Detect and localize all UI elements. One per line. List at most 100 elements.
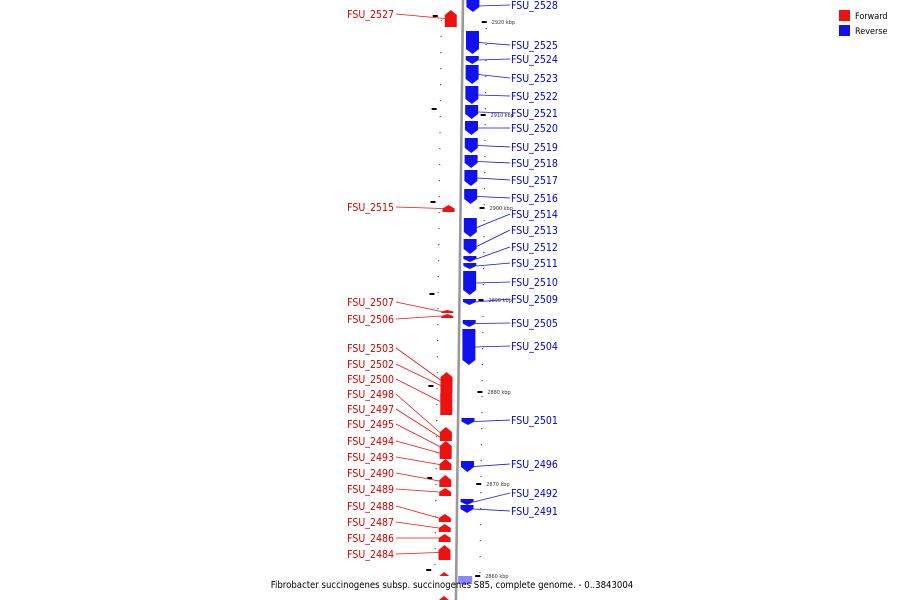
minor-tick (435, 452, 437, 454)
forward-gene-feature[interactable] (439, 447, 452, 459)
forward-gene-label[interactable]: FSU_2502 (347, 359, 394, 371)
reverse-gene-feature[interactable] (460, 499, 474, 505)
reverse-gene-label[interactable]: FSU_2516 (511, 193, 558, 205)
forward-gene-feature[interactable] (438, 596, 449, 600)
forward-gene-label[interactable]: FSU_2494 (347, 436, 394, 448)
reverse-gene-feature[interactable] (463, 218, 477, 237)
reverse-gene-feature[interactable] (464, 138, 478, 153)
reverse-gene-label[interactable]: FSU_2491 (511, 506, 558, 518)
reverse-gene-feature[interactable] (464, 155, 478, 168)
forward-gene-feature[interactable] (439, 459, 452, 470)
minor-tick (438, 196, 440, 198)
reverse-gene-label[interactable]: FSU_2509 (511, 294, 558, 306)
forward-gene-label[interactable]: FSU_2490 (347, 468, 394, 480)
reverse-gene-feature[interactable] (460, 461, 474, 472)
reverse-gene-label[interactable]: FSU_2522 (511, 91, 558, 103)
forward-gene-feature[interactable] (439, 572, 450, 576)
minor-tick (435, 500, 437, 502)
reverse-gene-label[interactable]: FSU_2524 (511, 54, 558, 66)
reverse-gene-feature[interactable] (461, 418, 475, 425)
forward-gene-label[interactable]: FSU_2488 (347, 501, 394, 513)
reverse-gene-label[interactable]: FSU_2492 (511, 488, 558, 500)
forward-gene-feature[interactable] (440, 378, 453, 393)
forward-gene-feature[interactable] (439, 475, 452, 487)
minor-tick (438, 212, 440, 214)
reverse-gene-feature[interactable] (463, 263, 477, 269)
reverse-gene-feature[interactable] (462, 320, 476, 327)
reverse-gene-label[interactable]: FSU_2496 (511, 459, 558, 471)
reverse-gene-label[interactable]: FSU_2505 (511, 318, 558, 330)
forward-gene-label[interactable]: FSU_2498 (347, 389, 394, 401)
reverse-gene-feature[interactable] (464, 121, 478, 135)
reverse-gene-label[interactable]: FSU_2519 (511, 142, 558, 154)
forward-gene-feature[interactable] (441, 314, 454, 318)
reverse-gene-label[interactable]: FSU_2520 (511, 123, 558, 135)
reverse-gene-label[interactable]: FSU_2504 (511, 341, 558, 353)
minor-tick (483, 220, 485, 222)
reverse-gene-label[interactable]: FSU_2511 (511, 258, 558, 270)
reverse-gene-label[interactable]: FSU_2510 (511, 277, 558, 289)
forward-gene-label[interactable]: FSU_2515 (347, 202, 394, 214)
forward-gene-label[interactable]: FSU_2495 (347, 419, 394, 431)
reverse-gene-label[interactable]: FSU_2513 (511, 225, 558, 237)
forward-gene-feature[interactable] (438, 524, 451, 532)
reverse-gene-label[interactable]: FSU_2517 (511, 175, 558, 187)
legend-reverse-swatch (839, 25, 850, 36)
scale-tick (426, 569, 432, 571)
forward-gene-feature[interactable] (442, 205, 455, 212)
reverse-gene-label[interactable]: FSU_2523 (511, 73, 558, 85)
reverse-gene-feature[interactable] (465, 31, 479, 54)
forward-gene-feature[interactable] (439, 433, 452, 441)
forward-gene-label[interactable]: FSU_2489 (347, 484, 394, 496)
minor-tick (436, 356, 438, 358)
minor-tick (435, 436, 438, 438)
forward-gene-label[interactable]: FSU_2503 (347, 343, 394, 355)
forward-gene-label[interactable]: FSU_2493 (347, 452, 394, 464)
forward-gene-label[interactable]: FSU_2484 (347, 549, 394, 561)
reverse-gene-feature[interactable] (460, 505, 474, 513)
forward-gene-label[interactable]: FSU_2487 (347, 517, 394, 529)
reverse-gene-label[interactable]: FSU_2521 (511, 108, 558, 120)
reverse-gene-label[interactable]: FSU_2525 (511, 40, 558, 52)
minor-tick (480, 444, 483, 446)
reverse-gene-label[interactable]: FSU_2501 (511, 415, 558, 427)
reverse-gene-feature[interactable] (466, 0, 480, 12)
reverse-gene-label[interactable]: FSU_2528 (511, 0, 558, 12)
forward-gene-label[interactable]: FSU_2497 (347, 404, 394, 416)
reverse-gene-feature[interactable] (463, 271, 477, 295)
reverse-gene-feature[interactable] (465, 86, 479, 104)
forward-gene-label[interactable]: FSU_2507 (347, 297, 394, 309)
forward-gene-leader (395, 472, 440, 482)
reverse-gene-feature[interactable] (465, 65, 479, 84)
forward-gene-label[interactable]: FSU_2486 (347, 533, 394, 545)
reverse-gene-label[interactable]: FSU_2512 (511, 242, 558, 254)
forward-gene-feature[interactable] (439, 441, 452, 452)
reverse-gene-feature[interactable] (462, 329, 476, 365)
reverse-gene-label[interactable]: FSU_2514 (511, 209, 558, 221)
reverse-gene-feature[interactable] (464, 170, 478, 186)
reverse-gene-leader (479, 4, 511, 7)
forward-gene-label[interactable]: FSU_2527 (347, 9, 394, 21)
reverse-gene-feature[interactable] (462, 299, 476, 305)
forward-gene-feature[interactable] (438, 514, 451, 522)
reverse-gene-feature[interactable] (463, 256, 477, 262)
forward-gene-feature[interactable] (441, 310, 454, 313)
forward-gene-feature[interactable] (444, 10, 457, 27)
forward-gene-feature[interactable] (438, 534, 451, 542)
minor-tick (436, 404, 438, 406)
forward-gene-feature[interactable] (438, 545, 451, 560)
minor-tick (435, 468, 437, 470)
scale-tick (429, 293, 435, 295)
forward-gene-label[interactable]: FSU_2506 (347, 314, 394, 326)
forward-gene-feature[interactable] (440, 388, 453, 415)
reverse-gene-feature[interactable] (465, 105, 479, 119)
reverse-gene-label[interactable]: FSU_2518 (511, 158, 558, 170)
scale-tick (479, 207, 485, 209)
reverse-gene-feature[interactable] (465, 56, 479, 64)
reverse-gene-feature[interactable] (464, 189, 478, 204)
forward-gene-label[interactable]: FSU_2500 (347, 374, 394, 386)
forward-gene-feature[interactable] (439, 488, 452, 496)
reverse-gene-feature[interactable] (458, 576, 473, 584)
reverse-gene-feature[interactable] (463, 239, 477, 254)
forward-gene-leader (395, 408, 441, 438)
